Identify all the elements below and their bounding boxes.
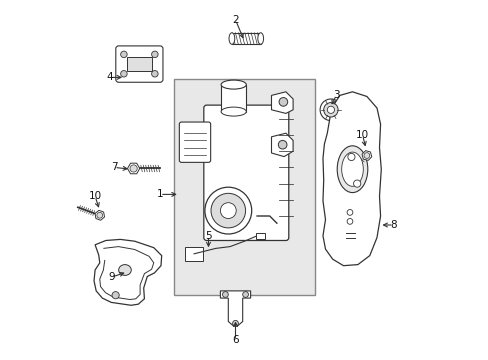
FancyBboxPatch shape bbox=[179, 122, 210, 162]
Circle shape bbox=[353, 180, 360, 187]
Polygon shape bbox=[271, 133, 292, 157]
FancyBboxPatch shape bbox=[203, 105, 288, 240]
Circle shape bbox=[279, 98, 287, 106]
Ellipse shape bbox=[221, 80, 246, 89]
Circle shape bbox=[347, 153, 354, 161]
Bar bbox=[174, 79, 314, 295]
Circle shape bbox=[232, 320, 238, 326]
Text: 6: 6 bbox=[232, 335, 238, 345]
Text: 7: 7 bbox=[111, 162, 117, 172]
Circle shape bbox=[346, 219, 352, 224]
Bar bbox=[231, 33, 260, 44]
Ellipse shape bbox=[228, 33, 234, 44]
Circle shape bbox=[220, 203, 236, 219]
Text: 4: 4 bbox=[106, 72, 113, 82]
Bar bbox=[126, 57, 152, 71]
Circle shape bbox=[323, 103, 337, 117]
Text: 1: 1 bbox=[156, 189, 163, 199]
Circle shape bbox=[326, 106, 334, 113]
Ellipse shape bbox=[221, 107, 246, 116]
Text: 10: 10 bbox=[88, 191, 102, 201]
Circle shape bbox=[211, 193, 245, 228]
Circle shape bbox=[204, 187, 251, 234]
Ellipse shape bbox=[341, 152, 363, 186]
Text: 2: 2 bbox=[232, 15, 238, 25]
Circle shape bbox=[121, 71, 127, 77]
Text: 3: 3 bbox=[332, 90, 339, 100]
Polygon shape bbox=[271, 92, 292, 113]
FancyBboxPatch shape bbox=[116, 46, 163, 82]
Circle shape bbox=[346, 210, 352, 215]
Circle shape bbox=[151, 71, 158, 77]
Text: 5: 5 bbox=[205, 231, 211, 241]
Circle shape bbox=[320, 99, 341, 121]
Circle shape bbox=[363, 153, 369, 158]
Ellipse shape bbox=[337, 146, 367, 193]
Text: 9: 9 bbox=[108, 272, 114, 282]
Polygon shape bbox=[94, 239, 162, 305]
Bar bbox=[185, 247, 203, 261]
Circle shape bbox=[278, 140, 286, 149]
Circle shape bbox=[222, 292, 228, 297]
Circle shape bbox=[112, 292, 119, 299]
Ellipse shape bbox=[119, 265, 131, 275]
Bar bbox=[221, 85, 246, 112]
Polygon shape bbox=[322, 92, 381, 266]
Polygon shape bbox=[220, 291, 250, 326]
Circle shape bbox=[130, 165, 137, 172]
Text: 8: 8 bbox=[390, 220, 396, 230]
Circle shape bbox=[151, 51, 158, 58]
Text: 10: 10 bbox=[355, 130, 368, 140]
Bar bbox=[256, 233, 265, 239]
Circle shape bbox=[242, 292, 248, 297]
Circle shape bbox=[121, 51, 127, 58]
Ellipse shape bbox=[257, 33, 263, 44]
Circle shape bbox=[97, 212, 102, 218]
